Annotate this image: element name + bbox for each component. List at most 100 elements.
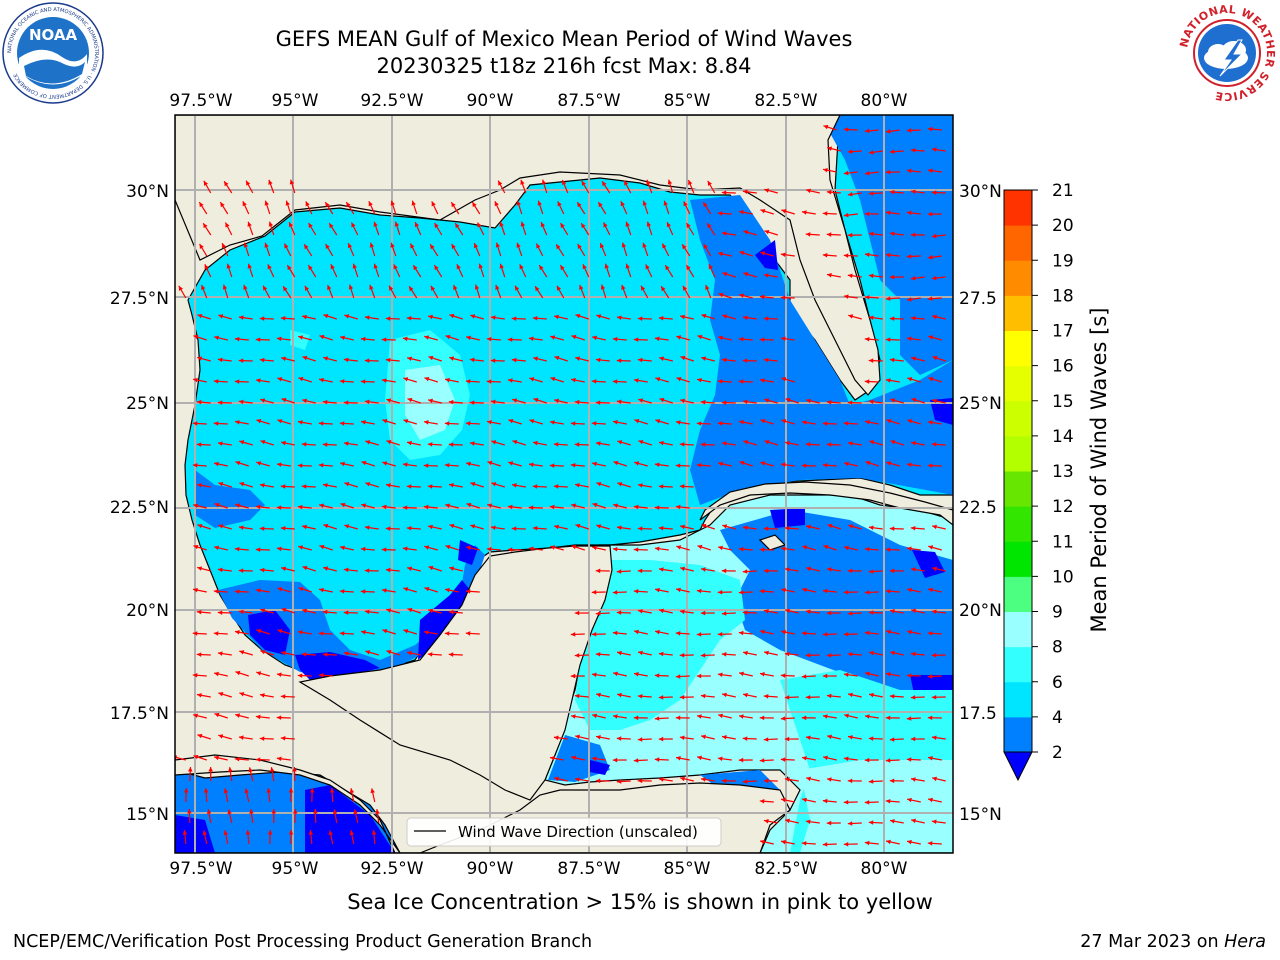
wave-direction-arrow [431,201,439,215]
wave-direction-arrow [696,673,711,679]
wave-direction-arrow [739,293,753,299]
wave-direction-arrow [802,545,816,551]
wave-direction-arrow [675,463,690,468]
wave-direction-arrow [409,243,418,257]
wave-direction-arrow [679,442,694,447]
lat-label-right: 20°N [959,601,1002,621]
wave-direction-arrow [574,483,589,488]
wave-direction-arrow [348,284,355,299]
wave-direction-arrow [763,737,778,742]
wave-direction-arrow [260,398,274,404]
wave-direction-arrow [582,264,590,278]
wave-direction-arrow [223,788,229,803]
wave-direction-arrow [763,273,778,278]
wave-direction-arrow [423,420,438,425]
wave-direction-arrow [213,589,228,594]
wave-direction-arrow [931,652,946,658]
wave-direction-arrow [256,671,270,677]
wave-direction-arrow [385,567,400,573]
wave-direction-arrow [931,609,946,615]
wave-direction-arrow [906,797,921,803]
wave-direction-arrow [864,671,879,677]
wave-direction-arrow [780,252,795,257]
wave-direction-arrow [931,524,946,530]
wave-direction-arrow [910,315,925,321]
wave-direction-arrow [633,337,648,342]
wave-direction-arrow [256,461,270,467]
wave-direction-arrow [213,631,228,636]
wave-direction-arrow [571,503,585,509]
wave-direction-arrow [612,757,627,763]
wave-direction-arrow [554,355,568,362]
colorbar-tick-label: 9 [1052,603,1063,623]
wave-direction-arrow [780,673,795,678]
wave-direction-arrow [616,650,631,656]
wave-direction-arrow [264,242,271,257]
colorbar-tick-label: 20 [1052,216,1074,236]
wave-direction-arrow [764,439,778,446]
wave-direction-arrow [259,567,274,573]
wave-direction-arrow [763,694,778,699]
lon-label-top: 92.5°W [360,91,423,111]
wave-direction-arrow [717,545,732,551]
wave-direction-arrow [826,567,841,572]
wave-direction-arrow [343,651,358,656]
wave-direction-arrow [574,734,589,740]
lat-label-left: 27.5°N [110,289,169,309]
wave-direction-arrow [469,357,484,363]
wave-direction-arrow [203,787,209,803]
wave-direction-arrow [508,461,522,467]
wave-direction-arrow [868,150,883,155]
wave-direction-arrow [507,378,522,383]
wave-direction-arrow [343,567,358,573]
wave-direction-arrow [931,735,946,740]
wave-direction-arrow [301,398,316,404]
wave-direction-arrow [780,716,795,721]
wave-direction-arrow [308,222,317,236]
wave-direction-arrow [303,243,313,257]
wave-direction-arrow [637,650,652,656]
wave-direction-arrow [192,587,207,593]
wave-direction-arrow [228,767,233,782]
wave-direction-arrow [394,221,401,236]
wave-direction-arrow [637,737,652,742]
wave-direction-arrow [244,788,250,803]
wave-direction-arrow [339,461,354,467]
wave-direction-arrow [406,316,421,321]
wave-direction-arrow [843,127,858,132]
wave-direction-arrow [847,652,862,657]
wave-direction-arrow [449,566,463,572]
footer-machine: Hera [1224,932,1266,952]
wave-direction-arrow [654,673,669,678]
wave-direction-arrow [575,313,589,320]
wave-direction-arrow [822,798,837,804]
lon-label-top: 87.5°W [557,91,620,111]
wave-direction-arrow [742,315,757,320]
wave-direction-arrow [885,378,900,383]
wave-direction-arrow [931,147,946,152]
wave-direction-arrow [864,757,879,763]
wave-direction-arrow [318,587,333,593]
wave-direction-arrow [780,295,795,300]
wave-direction-arrow [864,170,879,176]
wave-direction-arrow [843,631,858,637]
wave-direction-arrow [197,523,211,530]
colorbar-tick-label: 2 [1052,743,1063,763]
wave-direction-arrow [223,830,229,845]
wave-direction-arrow [364,358,379,363]
wave-direction-arrow [764,398,778,404]
wave-direction-arrow [721,190,736,195]
colorbar-tick-label: 18 [1052,286,1074,306]
wave-direction-arrow [697,334,711,341]
wave-direction-arrow [696,462,711,468]
wave-direction-arrow [885,629,900,635]
wave-direction-arrow [434,222,443,236]
wave-direction-arrow [759,294,774,300]
wave-direction-arrow [885,252,900,258]
wave-direction-arrow [760,251,774,257]
wave-direction-arrow [742,525,757,530]
wave-direction-arrow [633,629,648,635]
wave-direction-arrow [885,839,900,845]
wave-direction-arrow [801,463,816,468]
